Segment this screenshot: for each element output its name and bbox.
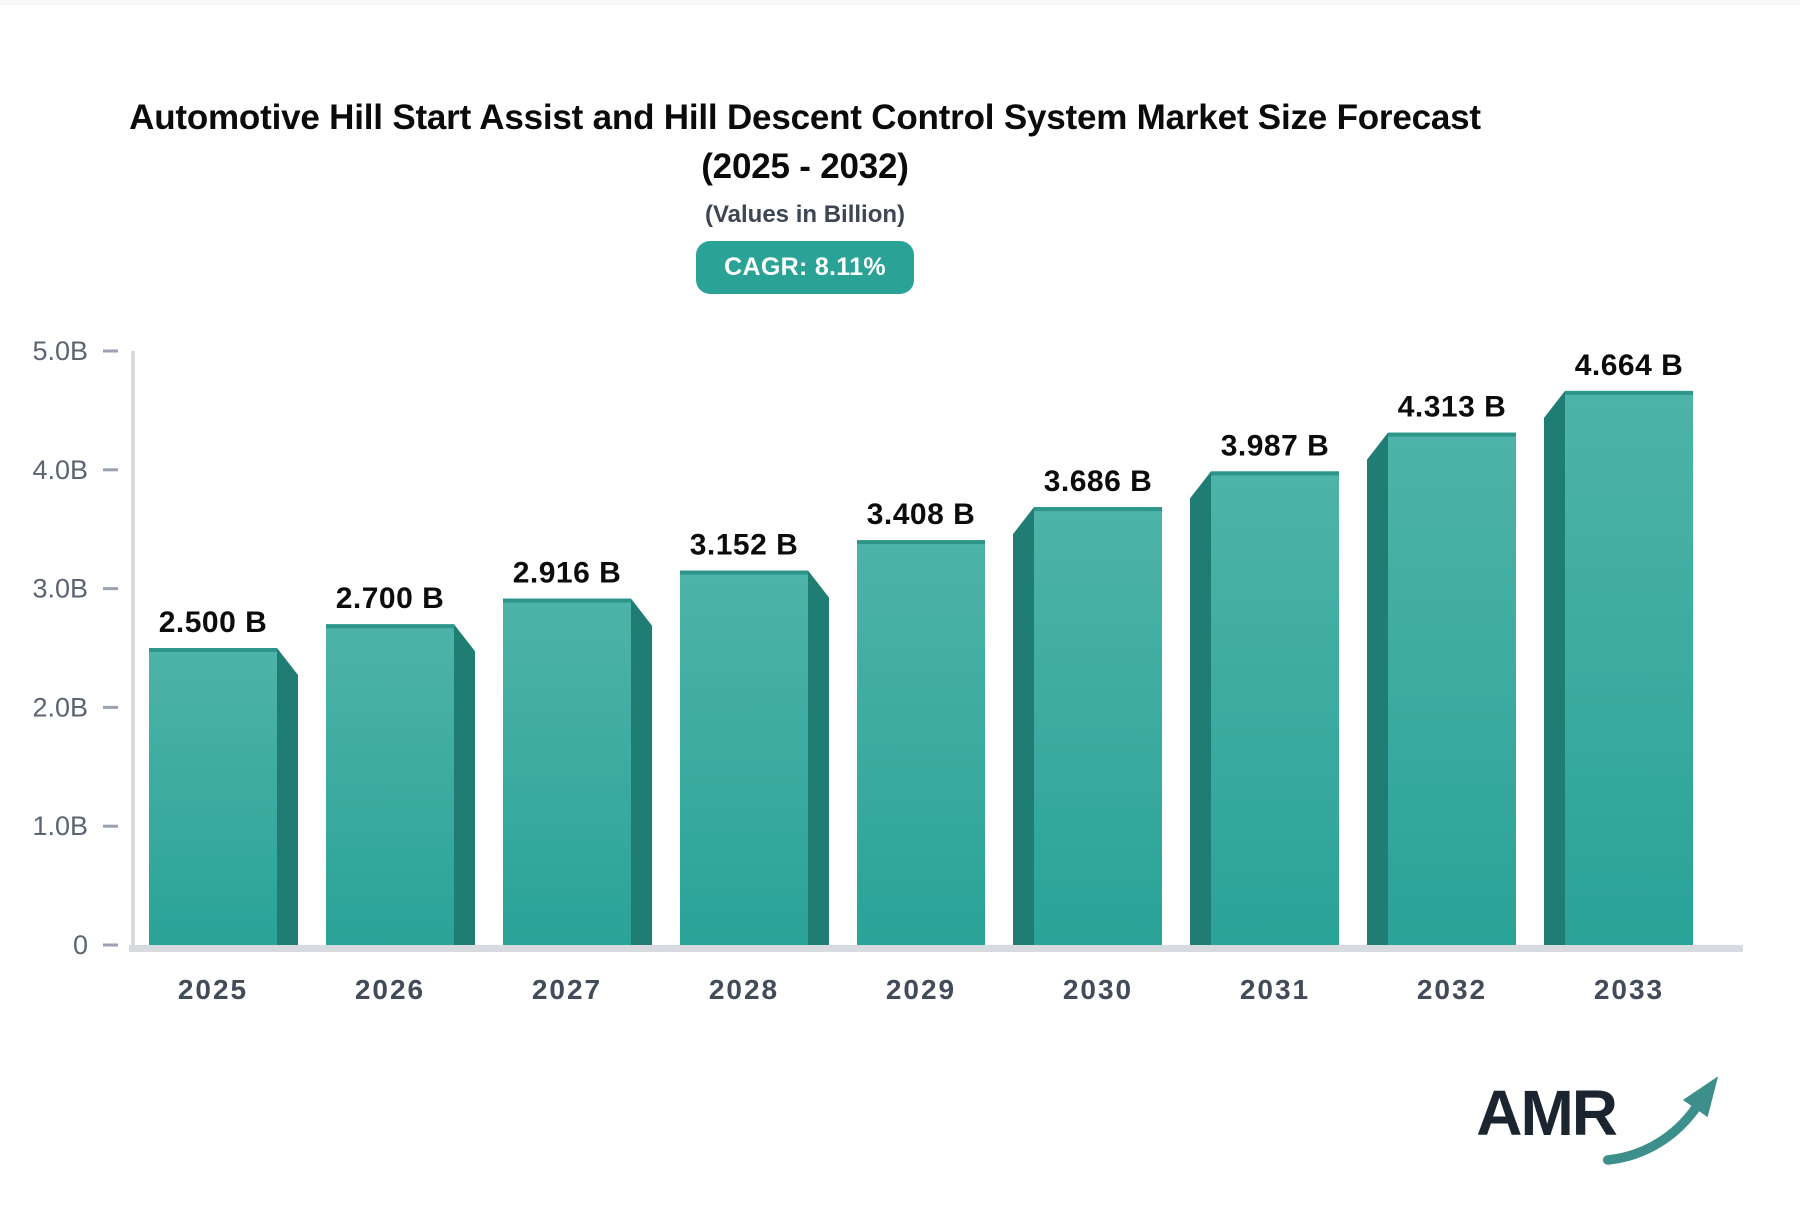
y-tick-label: 3.0B xyxy=(32,574,88,604)
bar-top-edge xyxy=(503,598,631,603)
y-tick-label: 1.0B xyxy=(32,811,88,841)
amr-logo-text: AMR xyxy=(1476,1077,1618,1149)
x-axis-label: 2025 xyxy=(178,974,248,1005)
x-axis-label: 2029 xyxy=(886,974,956,1005)
y-tick-mark xyxy=(103,349,118,353)
bar-side-face xyxy=(1013,507,1034,945)
x-axis-baseline xyxy=(129,945,1743,952)
y-axis-line xyxy=(131,351,135,945)
bar-top-edge xyxy=(680,570,808,575)
bar-value-label: 4.664 B xyxy=(1575,349,1684,382)
bar-2025 xyxy=(149,648,277,945)
bar-value-label: 3.686 B xyxy=(1044,465,1153,498)
bar-value-label: 3.987 B xyxy=(1221,429,1330,462)
chart-subtitle: (Values in Billion) xyxy=(704,201,906,228)
y-tick-mark xyxy=(103,587,118,591)
bar-top-edge xyxy=(1388,432,1516,437)
bar-side-face xyxy=(631,598,652,945)
y-tick-mark xyxy=(103,705,118,709)
y-tick-mark xyxy=(103,468,118,472)
x-axis-label: 2027 xyxy=(532,974,602,1005)
bar-2030 xyxy=(1034,507,1162,945)
bar-2033 xyxy=(1565,390,1693,945)
bar-2026 xyxy=(326,624,454,945)
x-axis-label: 2032 xyxy=(1417,974,1487,1005)
bar-top-edge xyxy=(1034,507,1162,512)
bar-2029 xyxy=(857,540,985,945)
x-axis-label: 2033 xyxy=(1594,974,1664,1005)
y-tick-label: 4.0B xyxy=(32,455,88,485)
bar-value-label: 3.408 B xyxy=(867,498,976,531)
amr-logo: AMR xyxy=(1476,1058,1720,1168)
x-axis-label: 2030 xyxy=(1063,974,1133,1005)
bar-2027 xyxy=(503,598,631,945)
y-tick-mark xyxy=(103,943,118,947)
y-tick-mark xyxy=(103,824,118,828)
chart-header: Automotive Hill Start Assist and Hill De… xyxy=(0,93,1610,294)
page-title: Automotive Hill Start Assist and Hill De… xyxy=(0,93,1610,191)
bar-value-label: 4.313 B xyxy=(1398,391,1507,424)
bar-side-face xyxy=(1544,390,1565,945)
bar-2031 xyxy=(1211,471,1339,945)
bar-value-label: 2.500 B xyxy=(159,606,268,639)
cagr-badge: CAGR: 8.11% xyxy=(696,241,914,294)
bar-top-edge xyxy=(1211,471,1339,476)
bar-2028 xyxy=(680,570,808,945)
x-axis-label: 2031 xyxy=(1240,974,1310,1005)
bar-side-face xyxy=(454,624,475,945)
y-tick-label: 0 xyxy=(73,930,88,960)
bar-value-label: 2.916 B xyxy=(513,557,622,590)
x-axis-label: 2028 xyxy=(709,974,779,1005)
bar-side-face xyxy=(277,648,298,945)
bar-top-edge xyxy=(326,624,454,629)
bar-chart: 5.0B 4.0B 3.0B 2.0B 1.0B 0 2.500 B 2025 2.700 B 2… xyxy=(32,336,1743,1005)
bar-value-label: 3.152 B xyxy=(690,529,799,562)
title-line-1: Automotive Hill Start Assist and Hill De… xyxy=(129,98,1481,137)
bar-2032 xyxy=(1388,432,1516,945)
bar-side-face xyxy=(808,570,829,945)
growth-arrow-icon xyxy=(1602,1076,1719,1165)
bar-side-face xyxy=(1367,432,1388,945)
bar-value-label: 2.700 B xyxy=(336,582,445,615)
bar-side-face xyxy=(1190,471,1211,945)
bar-top-edge xyxy=(857,540,985,545)
x-axis-label: 2026 xyxy=(355,974,425,1005)
y-tick-label: 5.0B xyxy=(32,336,88,366)
bar-top-edge xyxy=(1565,390,1693,395)
y-tick-label: 2.0B xyxy=(32,692,88,722)
title-line-2: (2025 - 2032) xyxy=(701,147,909,186)
bar-top-edge xyxy=(149,648,277,652)
